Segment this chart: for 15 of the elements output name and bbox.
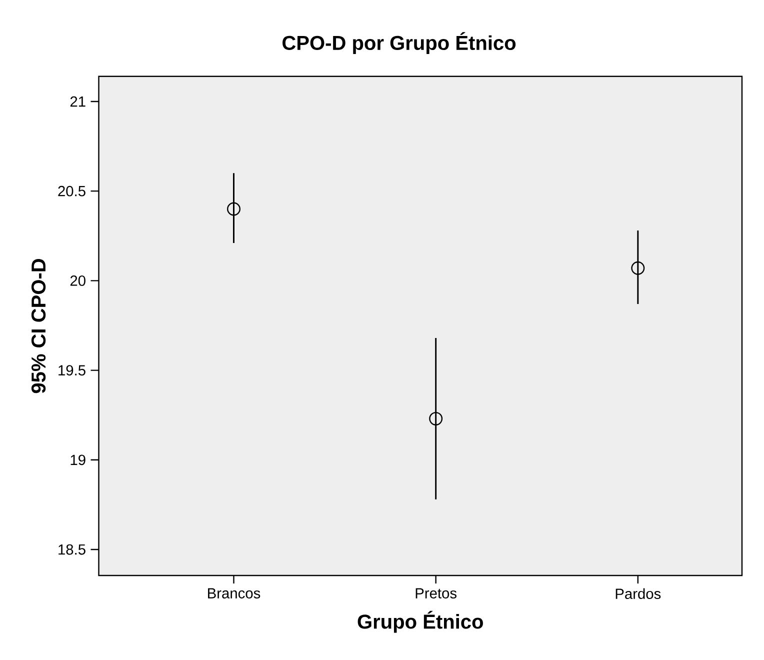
x-tick-label: Pardos — [616, 588, 661, 600]
point — [631, 262, 645, 276]
x-tick-label: Brancos — [208, 588, 260, 599]
y-tick-label: 18.5 — [58, 544, 86, 555]
chart-title: CPO-D por Grupo Étnico — [282, 32, 516, 54]
x-axis-title: Grupo Étnico — [358, 611, 483, 633]
y-tick-label: 21 — [70, 96, 86, 107]
y-tick-label: 20.5 — [58, 186, 86, 196]
y-tick-label: 20 — [70, 276, 86, 286]
x-tick-label: Pretos — [416, 588, 457, 599]
point — [429, 412, 443, 426]
point — [227, 202, 240, 216]
y-axis-title: 95% CI CPO-D — [31, 259, 46, 394]
y-tick-label: 19 — [70, 454, 86, 466]
y-tick-label: 19.5 — [58, 365, 86, 376]
